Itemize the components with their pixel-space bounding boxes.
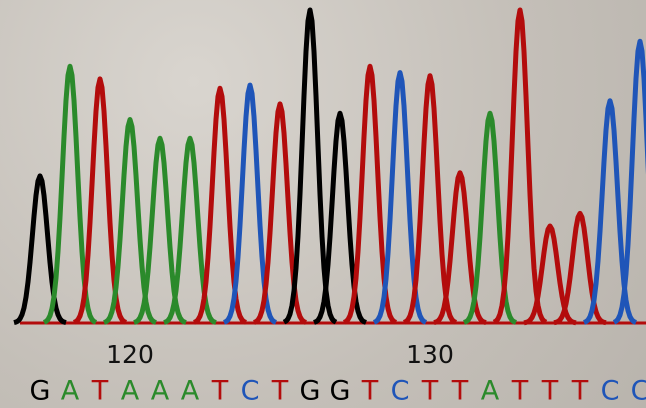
- peak: [42, 63, 98, 325]
- base-call: T: [511, 376, 529, 407]
- peak: [72, 76, 128, 325]
- peak: [523, 223, 577, 326]
- base-call: A: [481, 376, 500, 407]
- base-call: T: [361, 376, 379, 407]
- position-label: 120: [106, 340, 154, 369]
- peak: [553, 210, 607, 326]
- peak: [342, 63, 398, 325]
- base-call: T: [211, 376, 229, 407]
- position-label: 130: [406, 340, 454, 369]
- peak: [463, 110, 517, 325]
- base-call: A: [151, 376, 170, 407]
- peak: [133, 135, 187, 325]
- peak: [583, 98, 637, 325]
- peak: [253, 101, 307, 325]
- base-call: A: [61, 376, 80, 407]
- base-call: T: [91, 376, 109, 407]
- base-call: A: [181, 376, 200, 407]
- peak: [193, 85, 247, 325]
- base-call: G: [330, 376, 351, 407]
- base-call: G: [300, 376, 321, 407]
- base-call: C: [241, 376, 260, 407]
- peak: [103, 117, 157, 325]
- base-call: G: [30, 376, 51, 407]
- base-call: T: [271, 376, 289, 407]
- base-call: A: [121, 376, 140, 407]
- base-call: C: [391, 376, 410, 407]
- peak: [313, 110, 367, 325]
- peak: [163, 135, 217, 325]
- peak: [612, 38, 646, 325]
- base-call: C: [601, 376, 620, 407]
- base-call: T: [571, 376, 589, 407]
- peak: [223, 82, 277, 325]
- base-call: C: [631, 376, 646, 407]
- peak: [402, 73, 458, 325]
- peak: [13, 173, 67, 326]
- peak: [372, 70, 428, 325]
- peak: [282, 7, 338, 325]
- peak: [433, 170, 487, 326]
- base-call: T: [451, 376, 469, 407]
- base-call: T: [421, 376, 439, 407]
- base-call: T: [541, 376, 559, 407]
